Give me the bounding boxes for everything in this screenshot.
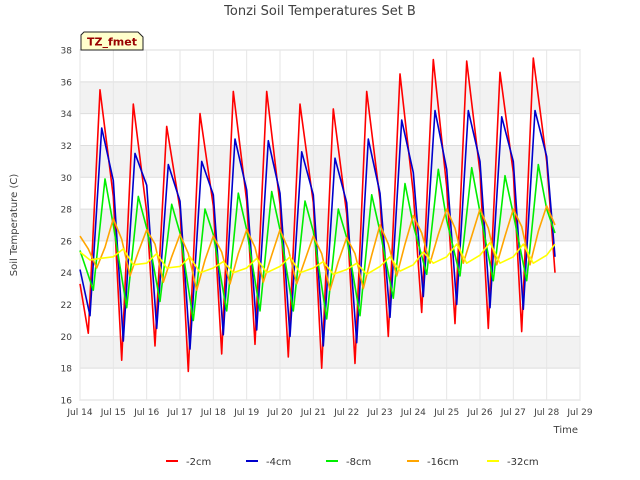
site-badge-label: TZ_fmet: [87, 36, 137, 49]
y-tick-label: 24: [61, 269, 73, 279]
chart-title: Tonzi Soil Temperatures Set B: [223, 4, 416, 19]
y-tick-label: 30: [61, 174, 73, 184]
y-axis-label: Soil Temperature (C): [9, 174, 20, 277]
y-tick-label: 28: [61, 206, 73, 216]
y-tick-label: 22: [61, 301, 72, 311]
x-tick-label: Jul 26: [466, 408, 492, 418]
x-tick-label: Jul 27: [500, 408, 526, 418]
x-axis-label: Time: [553, 425, 578, 436]
x-tick-label: Jul 23: [366, 408, 392, 418]
legend-label--2cm: -2cm: [186, 457, 211, 468]
x-tick-label: Jul 14: [66, 408, 92, 418]
x-tick-label: Jul 28: [533, 408, 559, 418]
y-tick-label: 38: [61, 47, 73, 57]
site-badge: TZ_fmet: [80, 31, 144, 51]
x-tick-label: Jul 19: [233, 408, 259, 418]
y-axis-ticks: 16 18 20 22 24 26 28 30 32 34 36 38: [61, 47, 73, 407]
series-line--32cm: [79, 241, 556, 276]
legend-label--4cm: -4cm: [266, 457, 291, 468]
y-tick-label: 32: [61, 142, 72, 152]
x-axis-ticks: Jul 14 Jul 15 Jul 16 Jul 17 Jul 18 Jul 19 Jul …: [66, 408, 592, 418]
y-tick-label: 34: [61, 110, 73, 120]
x-tick-label: Jul 18: [200, 408, 226, 418]
y-tick-label: 26: [61, 237, 73, 247]
series-line--8cm: [79, 163, 556, 322]
y-tick-label: 20: [61, 333, 73, 343]
x-tick-label: Jul 25: [433, 408, 459, 418]
x-tick-label: Jul 24: [400, 408, 426, 418]
y-tick-label: 16: [61, 397, 73, 407]
legend-label--32cm: -32cm: [507, 457, 539, 468]
x-tick-label: Jul 21: [300, 408, 326, 418]
x-tick-label: Jul 16: [133, 408, 159, 418]
x-tick-label: Jul 22: [333, 408, 359, 418]
x-tick-label: Jul 20: [266, 408, 292, 418]
series-line--16cm: [79, 205, 556, 292]
site-badge-shape: [80, 31, 144, 51]
x-tick-label: Jul 29: [566, 408, 592, 418]
legend-label--8cm: -8cm: [346, 457, 371, 468]
legend: -2cm -4cm -8cm -16cm -32cm: [166, 457, 539, 468]
y-tick-label: 36: [61, 78, 73, 88]
data-series: [79, 57, 556, 373]
legend-label--16cm: -16cm: [427, 457, 459, 468]
x-tick-label: Jul 15: [100, 408, 126, 418]
x-tick-label: Jul 17: [166, 408, 192, 418]
band-9: [80, 81, 580, 114]
band-1: [80, 336, 580, 369]
y-tick-label: 18: [61, 365, 73, 375]
series-line--4cm: [79, 109, 556, 350]
